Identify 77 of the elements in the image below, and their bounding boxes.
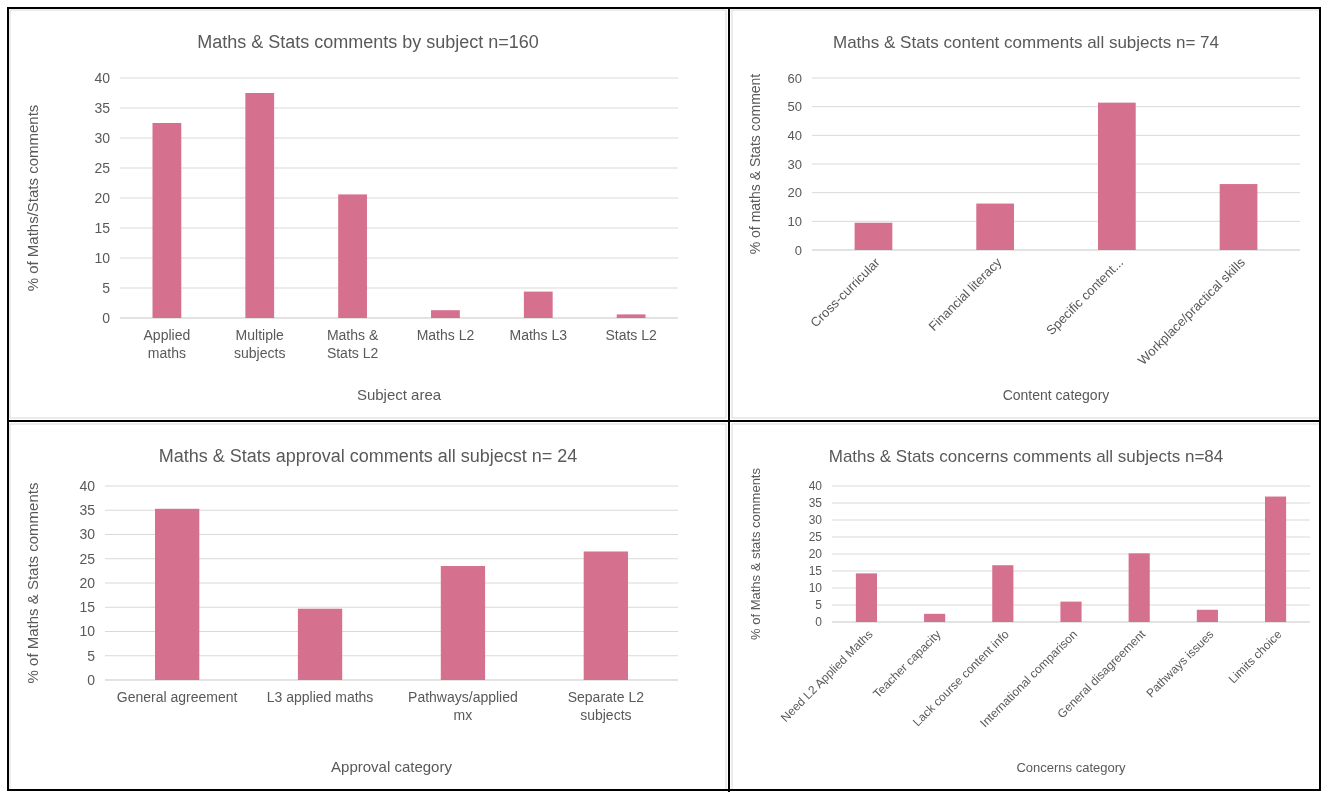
bar	[924, 613, 946, 622]
x-axis-title: Approval category	[331, 758, 453, 775]
x-axis-title: Concerns category	[1016, 760, 1127, 775]
bar	[1219, 184, 1258, 250]
bar	[1097, 102, 1136, 250]
y-tick-label: 10	[787, 213, 802, 229]
y-tick-label: 15	[94, 219, 111, 236]
y-tick-label: 60	[787, 70, 802, 86]
y-tick-label: 0	[102, 309, 111, 326]
y-tick-label: 30	[94, 129, 111, 146]
y-tick-label: 0	[815, 615, 823, 630]
x-axis-title: Subject area	[356, 386, 442, 403]
y-tick-label: 0	[794, 242, 802, 258]
x-tick-label: Pathways/applied mx	[408, 689, 518, 724]
bar	[1060, 601, 1082, 622]
bar	[245, 93, 275, 318]
y-tick-label: 25	[79, 550, 96, 567]
bar	[431, 310, 460, 318]
chart-title: Maths & Stats content comments all subjects n= 74	[833, 33, 1219, 52]
y-tick-label: 40	[94, 69, 111, 86]
y-tick-label: 20	[808, 547, 823, 562]
y-axis-title: % of Maths & stats comments	[748, 467, 763, 640]
bar	[976, 203, 1015, 250]
bar	[616, 314, 646, 318]
bar	[155, 508, 200, 680]
bar	[297, 608, 343, 680]
chart-title: Maths & Stats concerns comments all subjects n=84	[828, 447, 1224, 466]
bar	[1128, 553, 1150, 622]
chart-title: Maths & Stats comments by subject n=160	[197, 32, 539, 52]
y-axis-title: % of maths & Stats comment	[747, 73, 763, 255]
y-tick-label: 20	[79, 574, 96, 591]
y-tick-label: 40	[787, 127, 802, 143]
y-tick-label: 15	[79, 599, 96, 616]
y-tick-label: 20	[94, 189, 111, 206]
y-tick-label: 10	[94, 249, 111, 266]
bar	[854, 222, 893, 250]
bar	[583, 551, 628, 680]
x-tick-label: Maths L2	[416, 327, 475, 343]
bar	[152, 123, 182, 318]
y-tick-label: 35	[94, 99, 111, 116]
bar	[1265, 496, 1287, 622]
y-tick-label: 40	[808, 479, 823, 494]
x-tick-label: Applied maths	[143, 327, 191, 362]
y-tick-label: 30	[787, 156, 802, 172]
y-tick-label: 35	[79, 502, 96, 519]
y-tick-label: 35	[808, 496, 823, 511]
y-tick-label: 30	[79, 526, 96, 543]
x-tick-label: Multiple subjects	[234, 327, 286, 362]
bar	[523, 291, 553, 318]
y-tick-label: 50	[787, 99, 802, 115]
y-axis-title: % of Maths/Stats comments	[24, 104, 41, 292]
chart-title: Maths & Stats approval comments all subjecst n= 24	[158, 446, 578, 466]
y-tick-label: 10	[79, 623, 96, 640]
y-tick-label: 20	[787, 185, 802, 201]
x-tick-label: Stats L2	[605, 327, 657, 343]
bar	[992, 565, 1014, 622]
y-tick-label: 10	[808, 581, 823, 596]
y-tick-label: 15	[808, 564, 823, 579]
y-tick-label: 0	[87, 671, 96, 688]
y-tick-label: 25	[94, 159, 111, 176]
x-tick-label: L3 applied maths	[266, 689, 374, 705]
y-axis-title: % of Maths & Stats comments	[24, 482, 41, 684]
bar	[1196, 609, 1218, 622]
y-tick-label: 5	[87, 647, 96, 664]
bar	[440, 566, 486, 680]
bar	[338, 194, 367, 318]
y-tick-label: 5	[815, 598, 823, 613]
y-tick-label: 30	[808, 513, 823, 528]
x-tick-label: Maths L3	[509, 327, 568, 343]
y-tick-label: 40	[79, 477, 96, 494]
y-tick-label: 5	[102, 279, 111, 296]
bar	[855, 573, 877, 622]
x-tick-label: General agreement	[116, 689, 238, 705]
x-axis-title: Content category	[1002, 387, 1110, 403]
x-tick-label: Maths & Stats L2	[326, 327, 379, 362]
y-tick-label: 25	[808, 530, 823, 545]
x-tick-label: Separate L2 subjects	[567, 689, 645, 724]
